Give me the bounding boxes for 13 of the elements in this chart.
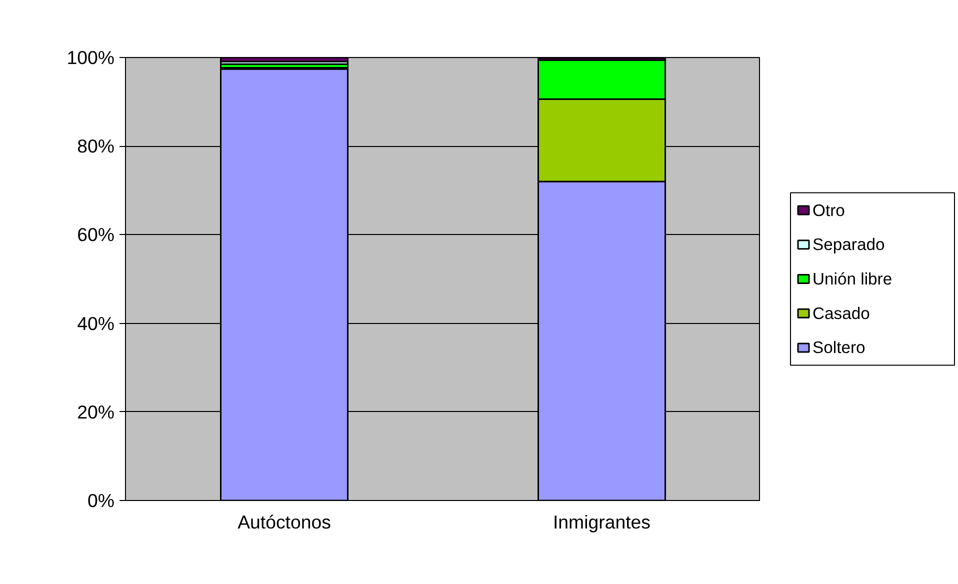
legend-label: Soltero bbox=[812, 338, 866, 358]
legend-label: Casado bbox=[812, 304, 870, 323]
y-tick-label: 0% bbox=[88, 490, 115, 511]
legend-label: Separado bbox=[812, 235, 885, 254]
x-tick-label: Inmigrantes bbox=[553, 512, 650, 532]
y-tick-label: 20% bbox=[77, 401, 115, 422]
y-tick-label: 60% bbox=[77, 224, 115, 246]
y-tick-label: 40% bbox=[77, 312, 115, 334]
legend-label: Otro bbox=[812, 200, 845, 220]
y-tick-label: 80% bbox=[77, 136, 115, 157]
y-tick-label: 100% bbox=[66, 47, 115, 68]
legend-label: Unión libre bbox=[812, 270, 892, 288]
x-tick-label: Autóctonos bbox=[238, 512, 331, 532]
